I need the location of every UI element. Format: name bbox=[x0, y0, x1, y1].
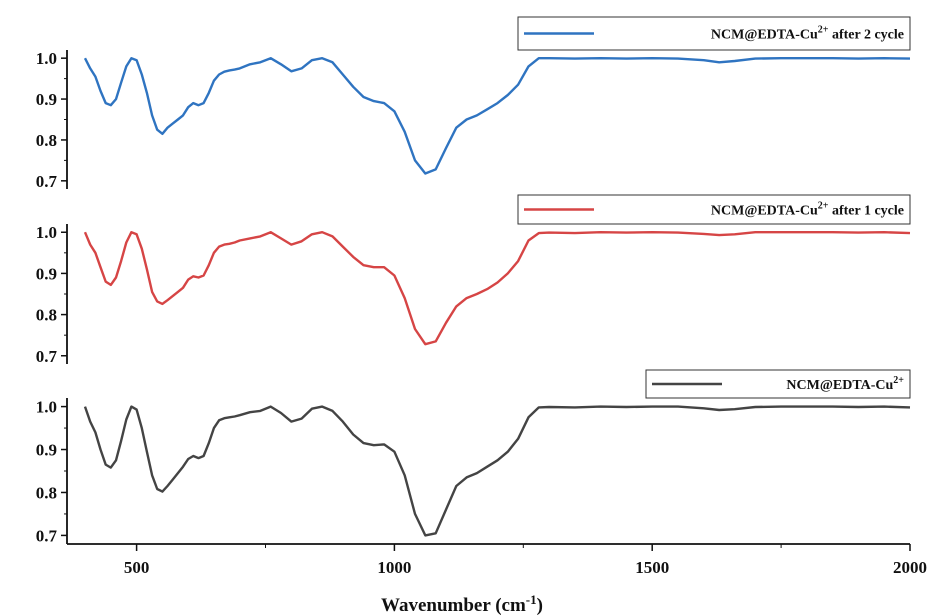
legend-label-main: NCM@EDTA-Cu bbox=[711, 28, 818, 43]
x-tick-label: 1000 bbox=[377, 558, 411, 577]
legend-label-main: NCM@EDTA-Cu bbox=[786, 378, 893, 393]
series-line-panel-3 bbox=[83, 405, 911, 537]
legends-layer: NCM@EDTA-Cu2+ after 2 cycleNCM@EDTA-Cu2+… bbox=[517, 16, 911, 399]
series-line-panel-2 bbox=[83, 231, 911, 346]
series-layer bbox=[83, 57, 911, 537]
y-tick-label-panel-1: 0.7 bbox=[36, 172, 58, 191]
x-tick-label: 500 bbox=[124, 558, 150, 577]
x-axis-title-sup: -1 bbox=[526, 592, 537, 607]
legend-label-sup: 2+ bbox=[893, 375, 904, 386]
y-tick-label-panel-1: 1.0 bbox=[36, 49, 57, 68]
x-axis-title-end: ) bbox=[537, 595, 543, 615]
y-tick-label-panel-2: 1.0 bbox=[36, 223, 57, 242]
y-tick-label-panel-1: 0.8 bbox=[36, 131, 57, 150]
legend-panel-1: NCM@EDTA-Cu2+ after 2 cycle bbox=[517, 16, 911, 51]
x-tick-label: 2000 bbox=[893, 558, 927, 577]
y-tick-label-panel-2: 0.7 bbox=[36, 347, 58, 366]
legend-label-sup: 2+ bbox=[818, 201, 829, 212]
legend-label-sup: 2+ bbox=[818, 25, 829, 36]
x-axis-title-text: Wavenumber (cm bbox=[381, 595, 526, 615]
series-line-panel-1 bbox=[83, 57, 911, 175]
y-tick-label-panel-3: 0.7 bbox=[36, 526, 58, 545]
legend-panel-3: NCM@EDTA-Cu2+​ bbox=[645, 369, 911, 399]
legend-label-main: NCM@EDTA-Cu bbox=[711, 204, 818, 219]
legend-panel-2: NCM@EDTA-Cu2+ after 1 cycle bbox=[517, 194, 911, 225]
y-tick-label-panel-3: 1.0 bbox=[36, 398, 57, 417]
legend-label-panel-3: NCM@EDTA-Cu2+​ bbox=[786, 375, 904, 393]
y-tick-label-panel-3: 0.8 bbox=[36, 483, 57, 502]
legend-label-panel-2: NCM@EDTA-Cu2+ after 1 cycle bbox=[711, 201, 904, 219]
y-tick-label-panel-3: 0.9 bbox=[36, 441, 57, 460]
y-tick-label-panel-1: 0.9 bbox=[36, 90, 57, 109]
legend-label-panel-1: NCM@EDTA-Cu2+ after 2 cycle bbox=[711, 25, 904, 43]
legend-label-rest: after 1 cycle bbox=[828, 204, 904, 219]
x-tick-label: 1500 bbox=[635, 558, 669, 577]
x-axis-title: Wavenumber (cm-1) bbox=[381, 592, 543, 615]
y-tick-label-panel-2: 0.8 bbox=[36, 306, 57, 325]
y-tick-label-panel-2: 0.9 bbox=[36, 264, 57, 283]
legend-label-rest: after 2 cycle bbox=[828, 28, 904, 43]
axes-layer: 0.7 0.8 0.9 1.0 0.7 0.8 0.9 1.0 0.7 0.8 0.9 1.0 500 1… bbox=[36, 49, 927, 577]
